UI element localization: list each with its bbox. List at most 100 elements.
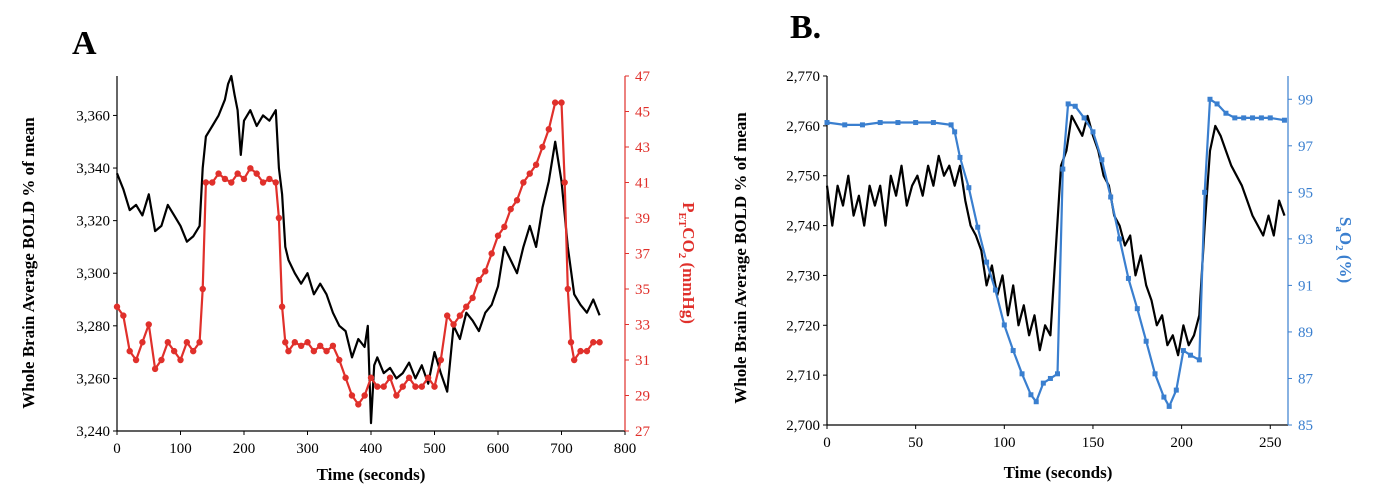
x-tick-label: 100: [993, 435, 1016, 451]
data-point: [895, 120, 901, 126]
panel-a-series: [113, 74, 603, 425]
data-point: [209, 179, 216, 186]
y-tick-label: 2,760: [786, 119, 820, 135]
data-point: [126, 347, 133, 355]
x-tick-label: 800: [614, 441, 637, 457]
data-point: [266, 175, 273, 183]
data-point: [463, 303, 470, 310]
data-point: [199, 285, 206, 293]
y-tick-label: 3,320: [76, 214, 110, 230]
data-point: [177, 356, 184, 364]
y2-tick-label: 29: [635, 389, 650, 405]
y-tick-label: 2,710: [786, 368, 820, 384]
y2-label-sub2: 2: [676, 253, 688, 259]
data-point: [348, 392, 356, 399]
data-point: [444, 312, 451, 319]
data-point: [120, 312, 127, 319]
data-point: [380, 383, 387, 390]
data-point: [456, 312, 464, 319]
x-tick-label: 250: [1259, 435, 1282, 451]
data-point: [567, 339, 575, 346]
y2-tick-label: 47: [635, 69, 651, 85]
data-point: [196, 339, 203, 346]
y2-tick-label: 43: [635, 140, 650, 156]
data-point: [1055, 371, 1060, 377]
panel-b-series: [824, 96, 1287, 409]
y2-label-co: CO: [679, 227, 698, 253]
data-point: [1028, 392, 1034, 398]
data-point: [221, 175, 229, 183]
data-point: [234, 170, 241, 177]
y2-tick-label: 45: [635, 105, 650, 121]
series-line-bold: [115, 74, 601, 425]
panel-a-label: A: [72, 25, 97, 62]
y-tick-label: 2,700: [786, 418, 820, 434]
y-tick-label: 2,740: [786, 219, 820, 235]
x-tick-label: 700: [550, 441, 573, 457]
y2-label-p: P: [679, 202, 698, 212]
panel-b-y-ticks: 2,700 2,710 2,720 2,730 2,740 2,750 2,760 2,770: [786, 69, 827, 434]
data-point: [1202, 189, 1208, 195]
data-point: [285, 347, 292, 355]
data-point: [247, 165, 254, 172]
data-point: [282, 339, 289, 346]
data-point: [183, 339, 191, 346]
data-point: [984, 259, 990, 265]
y2-tick-label: 89: [1298, 325, 1313, 341]
series-line-petco2: [116, 101, 600, 406]
data-point: [329, 342, 337, 349]
panel-a-x-ticks: 0 100 200 300 400 500 600 700 800: [113, 431, 636, 457]
y2b-label-sub2: 2: [1333, 245, 1345, 251]
data-point: [551, 99, 559, 106]
series-line-sao2: [826, 98, 1285, 408]
data-point: [1081, 115, 1087, 121]
data-point: [310, 347, 318, 355]
y2-tick-label: 93: [1298, 232, 1313, 248]
data-point: [1117, 236, 1123, 242]
data-point: [590, 339, 597, 346]
data-point: [1241, 115, 1247, 121]
x-tick-label: 600: [487, 441, 510, 457]
panel-b-label: B.: [790, 9, 821, 46]
data-point: [1047, 375, 1053, 381]
data-point: [482, 268, 489, 275]
data-point: [966, 185, 972, 191]
data-point: [1125, 275, 1131, 281]
panel-b-y-label: Whole Brain Average BOLD % of mean: [731, 112, 750, 404]
y2-tick-label: 33: [635, 318, 650, 334]
data-point: [1108, 194, 1114, 200]
data-point: [386, 374, 394, 381]
y2-tick-label: 27: [635, 424, 651, 440]
data-point: [577, 347, 584, 355]
data-point: [297, 342, 305, 349]
y2-tick-label: 91: [1298, 278, 1313, 294]
data-point: [992, 287, 998, 293]
data-point: [412, 383, 419, 390]
y2b-label-s: S: [1336, 217, 1355, 226]
data-point: [450, 321, 457, 328]
y2-label-unit: (mmHg): [679, 258, 698, 324]
y2-tick-label: 39: [635, 211, 650, 227]
data-point: [520, 179, 527, 186]
data-point: [1173, 387, 1179, 393]
data-point: [948, 122, 954, 128]
y2-tick-label: 99: [1298, 92, 1313, 108]
panel-b-y-label-text: Whole Brain Average BOLD % of mean: [731, 112, 750, 404]
y-tick-label: 2,730: [786, 268, 820, 284]
panel-a-x-label: Time (seconds): [317, 465, 426, 484]
data-point: [564, 285, 572, 293]
data-point: [132, 356, 140, 364]
data-point: [596, 339, 603, 346]
data-point: [355, 401, 362, 408]
panel-a-y-label: Whole Brain Average BOLD % of mean: [19, 117, 38, 409]
data-point: [975, 224, 981, 230]
data-point: [1090, 129, 1096, 135]
data-point: [1207, 96, 1213, 102]
panel-b-x-label: Time (seconds): [1004, 463, 1113, 482]
data-point: [1258, 115, 1264, 121]
data-point: [1060, 166, 1066, 172]
data-point: [1134, 306, 1140, 312]
data-point: [405, 374, 413, 381]
data-point: [1033, 399, 1039, 405]
data-point: [323, 347, 330, 355]
